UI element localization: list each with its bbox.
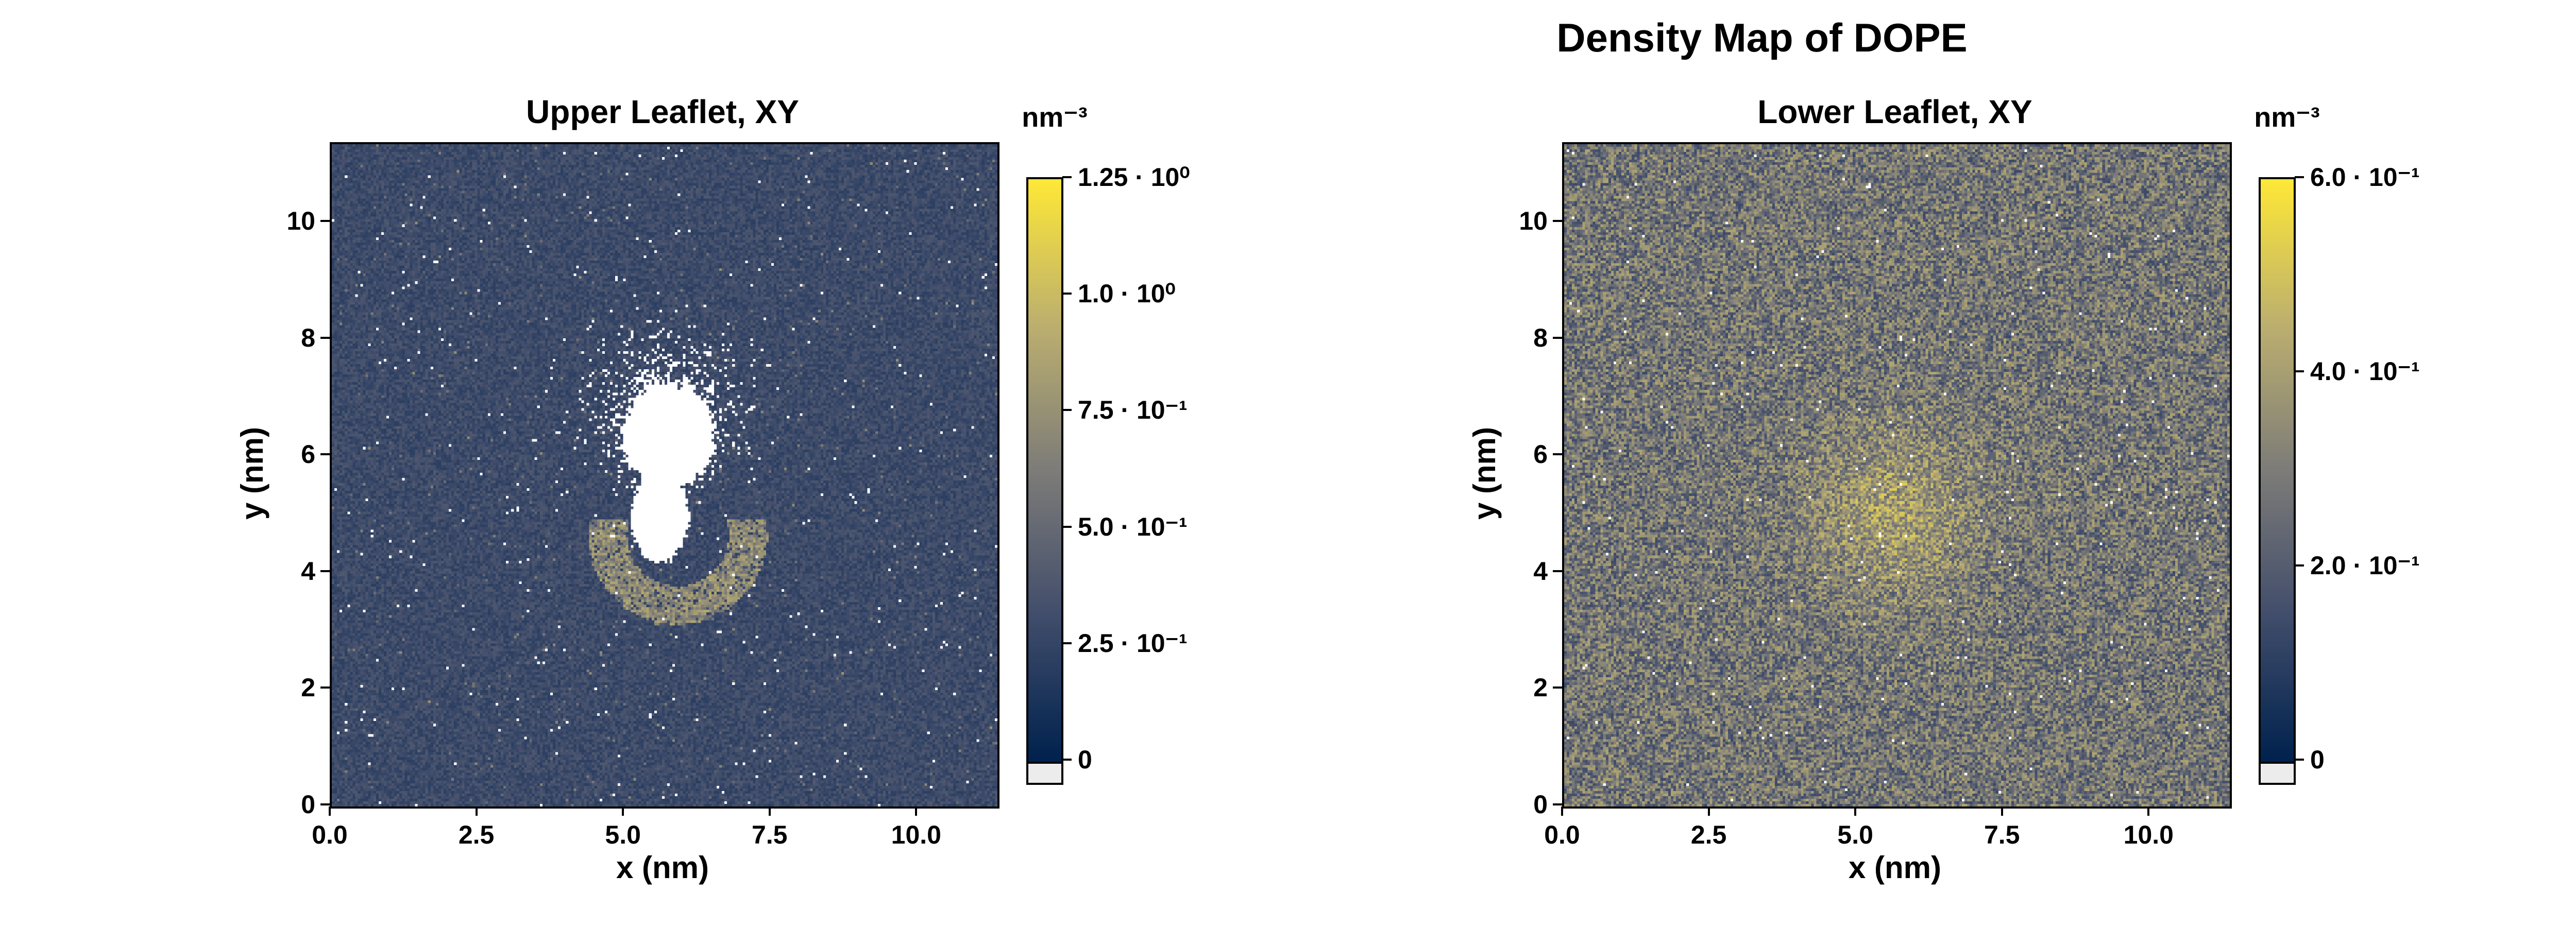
tick-label: 10.0 xyxy=(891,820,941,849)
tick-label: 8 xyxy=(1533,323,1548,352)
colorbar-under-patch xyxy=(2261,761,2294,783)
colorbar-gradient xyxy=(1028,179,1061,762)
tick-mark xyxy=(1553,336,1562,339)
tick-label: 2 xyxy=(301,673,315,702)
tick-label: 1.25 · 10⁰ xyxy=(1078,163,1190,192)
tick-mark xyxy=(915,806,918,816)
tick-label: 6.0 · 10⁻¹ xyxy=(2310,163,2420,192)
panel-title: Upper Leaflet, XY xyxy=(526,93,799,130)
tick-mark xyxy=(2295,564,2304,566)
heatmap-canvas xyxy=(1564,144,2230,806)
heatmap-plot-area xyxy=(1562,142,2232,809)
tick-label: 4.0 · 10⁻¹ xyxy=(2310,356,2420,386)
tick-mark xyxy=(320,803,330,805)
tick-mark xyxy=(622,806,624,816)
tick-label: 8 xyxy=(301,323,315,352)
y-axis-ticks: 0 2 4 6 8 10 xyxy=(216,142,330,819)
tick-label: 4 xyxy=(301,556,315,586)
tick-mark xyxy=(320,453,330,456)
x-axis-label: x (nm) xyxy=(616,850,709,885)
tick-mark xyxy=(1062,409,1072,411)
tick-mark xyxy=(1553,686,1562,689)
tick-mark xyxy=(320,219,330,222)
tick-label: 0 xyxy=(301,790,315,819)
tick-mark xyxy=(768,806,771,816)
tick-mark xyxy=(2147,806,2150,816)
tick-label: 10.0 xyxy=(2123,820,2174,849)
tick-label: 2.5 · 10⁻¹ xyxy=(1078,628,1188,658)
tick-label: 5.0 xyxy=(1837,820,1873,849)
colorbar-under-patch xyxy=(1028,761,1061,783)
tick-mark xyxy=(320,686,330,689)
tick-mark xyxy=(2295,370,2304,372)
tick-mark xyxy=(1561,806,1563,816)
y-axis-label: y (nm) xyxy=(235,427,269,520)
tick-label: 0.0 xyxy=(312,820,348,849)
tick-mark xyxy=(1062,293,1072,295)
colorbar-ticks: 0 2.5 · 10⁻¹ 5.0 · 10⁻¹ 7.5 · 10⁻¹ 1.0 · 10⁰… xyxy=(1062,163,1232,781)
colorbar-unit-label: nm⁻³ xyxy=(1022,102,1088,133)
tick-mark xyxy=(1707,806,1710,816)
tick-label: 0.0 xyxy=(1544,820,1580,849)
tick-label: 10 xyxy=(1519,206,1548,235)
tick-mark xyxy=(1062,525,1072,528)
colorbar-ticks: 0 2.0 · 10⁻¹ 4.0 · 10⁻¹ 6.0 · 10⁻¹ xyxy=(2295,163,2465,781)
tick-label: 2.0 · 10⁻¹ xyxy=(2310,551,2420,580)
tick-mark xyxy=(1062,758,1072,761)
tick-label: 0 xyxy=(2310,745,2325,774)
panel-title: Lower Leaflet, XY xyxy=(1757,93,2032,130)
tick-label: 0 xyxy=(1078,745,1092,774)
y-axis-label: y (nm) xyxy=(1467,427,1502,520)
tick-label: 10 xyxy=(286,206,315,235)
tick-mark xyxy=(320,336,330,339)
tick-label: 2.5 xyxy=(1690,820,1727,849)
tick-mark xyxy=(1553,453,1562,456)
tick-mark xyxy=(1854,806,1857,816)
tick-mark xyxy=(320,570,330,572)
tick-mark xyxy=(1062,176,1072,178)
colorbar-unit-label: nm⁻³ xyxy=(2254,102,2320,133)
tick-label: 5.0 xyxy=(605,820,641,849)
tick-mark xyxy=(1553,570,1562,572)
tick-label: 2.5 xyxy=(458,820,495,849)
figure-title: Density Map of DOPE xyxy=(1556,15,1968,60)
colorbar xyxy=(1026,177,1063,785)
tick-label: 1.0 · 10⁰ xyxy=(1078,279,1176,308)
tick-label: 7.5 xyxy=(751,820,788,849)
tick-label: 4 xyxy=(1533,556,1548,586)
tick-mark xyxy=(475,806,478,816)
tick-mark xyxy=(2001,806,2003,816)
tick-mark xyxy=(329,806,331,816)
x-axis-ticks: 0.0 2.5 5.0 7.5 10.0 xyxy=(312,806,995,849)
heatmap-plot-area xyxy=(330,142,999,809)
colorbar xyxy=(2259,177,2296,785)
tick-label: 5.0 · 10⁻¹ xyxy=(1078,512,1188,541)
tick-mark xyxy=(2295,176,2304,178)
tick-label: 2 xyxy=(1533,673,1548,702)
colorbar-gradient xyxy=(2261,179,2294,762)
heatmap-canvas xyxy=(332,144,997,806)
tick-mark xyxy=(1553,219,1562,222)
x-axis-ticks: 0.0 2.5 5.0 7.5 10.0 xyxy=(1544,806,2228,849)
tick-mark xyxy=(1062,642,1072,644)
tick-label: 6 xyxy=(1533,440,1548,469)
tick-mark xyxy=(2295,758,2304,761)
tick-mark xyxy=(1553,803,1562,805)
x-axis-label: x (nm) xyxy=(1849,850,1941,885)
tick-label: 7.5 · 10⁻¹ xyxy=(1078,396,1188,425)
tick-label: 6 xyxy=(301,440,315,469)
y-axis-ticks: 0 2 4 6 8 10 xyxy=(1449,142,1562,819)
tick-label: 7.5 xyxy=(1984,820,2020,849)
tick-label: 0 xyxy=(1533,790,1548,819)
